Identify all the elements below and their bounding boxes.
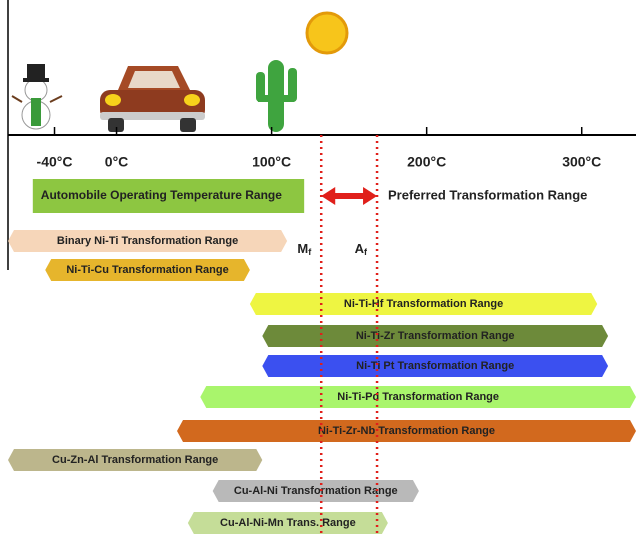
marker-subscript: f	[364, 247, 368, 257]
range-box	[32, 179, 305, 213]
preferred-label: Preferred Transformation Range	[388, 187, 587, 202]
preferred-arrow	[321, 187, 378, 205]
marker-letter: M	[297, 241, 308, 256]
x-tick-label: 300°C	[562, 154, 601, 170]
car-icon	[100, 66, 205, 132]
x-tick-label: 0°C	[105, 154, 129, 170]
marker-letter: A	[355, 241, 365, 256]
range-label: Ni-Ti-Hf Transformation Range	[344, 298, 503, 310]
range-bar	[177, 420, 636, 442]
marker-subscript: f	[308, 247, 312, 257]
marker-label: Af	[355, 241, 368, 257]
range-bar	[262, 355, 609, 377]
range-label: Cu-Zn-Al Transformation Range	[52, 454, 218, 466]
x-tick-label: 100°C	[252, 154, 291, 170]
sun-icon	[305, 11, 349, 55]
x-tick-label: 200°C	[407, 154, 446, 170]
range-bar	[8, 230, 288, 252]
range-label: Ni-Ti Pt Transformation Range	[356, 360, 514, 372]
range-label: Cu-Al-Ni-Mn Trans. Range	[220, 517, 356, 529]
range-bar	[8, 449, 263, 471]
range-bar	[212, 480, 419, 502]
range-label: Binary Ni-Ti Transformation Range	[57, 235, 238, 247]
marker-label: Mf	[297, 241, 312, 257]
range-label: Ni-Ti-Zr Transformation Range	[356, 330, 515, 342]
cactus-icon	[256, 60, 297, 132]
range-bar	[249, 293, 598, 315]
range-bar	[187, 512, 388, 534]
range-bar	[45, 259, 250, 281]
range-label: Ni-Ti-Cu Transformation Range	[66, 264, 228, 276]
range-bar	[262, 325, 609, 347]
snowman-icon	[11, 64, 63, 130]
range-bar	[200, 386, 636, 408]
range-label: Automobile Operating Temperature Range	[41, 188, 282, 202]
range-label: Ni-Ti-Pd Transformation Range	[337, 391, 499, 403]
range-label: Ni-Ti-Zr-Nb Transformation Range	[318, 425, 495, 437]
range-label: Cu-Al-Ni Transformation Range	[234, 485, 398, 497]
x-tick-label: -40°C	[37, 154, 73, 170]
